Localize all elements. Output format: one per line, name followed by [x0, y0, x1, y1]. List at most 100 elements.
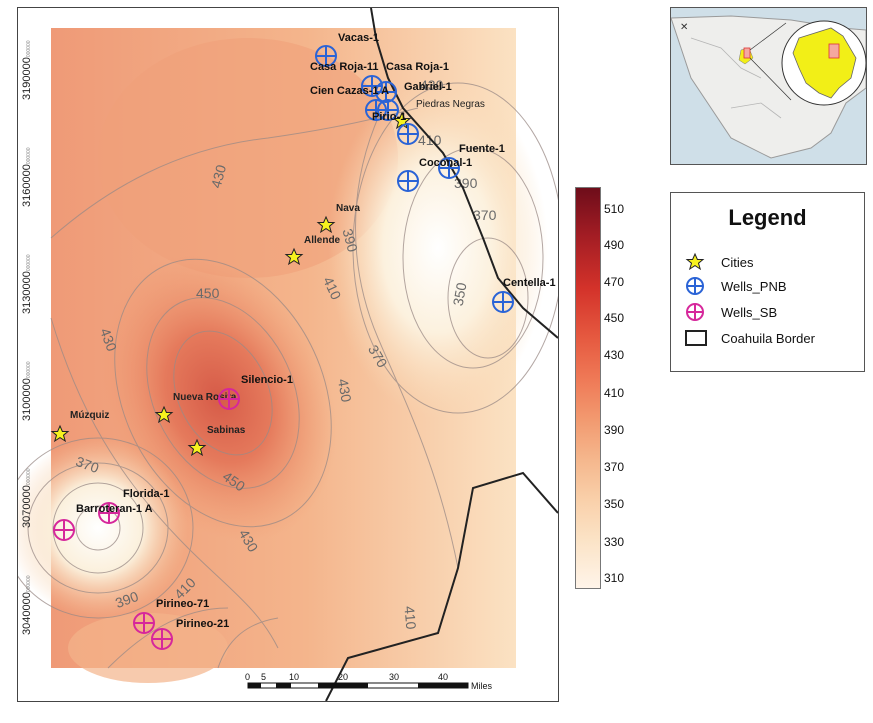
y-tick-label: 3040000000000 [21, 575, 33, 635]
colorbar-label: 330 [604, 535, 625, 549]
well-label: Pirineo-21 [176, 618, 229, 630]
scale-tick: 30 [389, 672, 399, 682]
colorbar-label: 470 [604, 275, 625, 289]
tick-suffix: 000000 [26, 147, 32, 164]
well-sb-marker: Florida-1 [98, 488, 169, 524]
legend-item-wells-sb: Wells_SB [685, 301, 777, 323]
coahuila-border [325, 471, 558, 701]
crosshair-circle-icon [686, 277, 704, 295]
legend-panel: Legend Cities Wells_PNB Wells_SB Coahuil… [670, 192, 865, 372]
tick-suffix: 000000 [26, 254, 32, 271]
city-label: Sabinas [207, 425, 246, 436]
contour-label: 450 [196, 285, 220, 301]
city-label: Nava [336, 203, 360, 214]
city-marker: Nava [316, 203, 360, 234]
city-label: Múzquiz [70, 410, 109, 421]
well-sb-marker: Pirineo-21 [151, 618, 229, 650]
y-tick-label: 3100000000000 [21, 361, 33, 421]
main-map: 430 430 450 430 410 390 370 350 370 410 … [17, 7, 559, 702]
legend-item-cities: Cities [685, 251, 754, 273]
well-pnb-marker: Vacas-1 [315, 32, 379, 67]
contour-label: 350 [450, 281, 470, 307]
contour-label: 430 [335, 378, 355, 404]
well-label: Cien Cazas-1 A [310, 85, 389, 97]
contour-label: 390 [113, 588, 141, 611]
contour-label: 430 [420, 77, 444, 93]
inset-locator-map: ✕ [670, 7, 867, 165]
well-pnb-marker: Cien Cazas-1 A [310, 85, 389, 121]
map-canvas: 430 430 450 430 410 390 370 350 370 410 … [18, 8, 558, 701]
colorbar-label: 430 [604, 348, 625, 362]
contour-label: 410 [418, 132, 442, 148]
legend-label: Coahuila Border [721, 330, 815, 346]
y-tick-label: 3130000000000 [21, 254, 33, 314]
well-pnb-marker: Coconal-1 [397, 157, 472, 192]
star-icon [685, 252, 705, 271]
scale-bar: 0 5 10 20 30 40 Miles [245, 672, 493, 691]
colorbar-label: 390 [604, 423, 625, 437]
scale-tick: 20 [338, 672, 348, 682]
cities-layer: Nava Allende Piedras Negras Nueva Rosita… [50, 99, 485, 457]
inset-callout-line [749, 57, 792, 101]
colorbar-label: 510 [604, 202, 625, 216]
well-label: Casa Roja-11 [310, 61, 378, 73]
legend-label: Wells_PNB [721, 278, 787, 294]
well-label: Casa Roja-1 [386, 61, 449, 73]
legend-label: Wells_SB [721, 304, 778, 320]
city-marker: Nueva Rosita [154, 392, 237, 424]
city-label: Allende [304, 235, 341, 246]
well-label: Gabriel-1 [404, 81, 452, 93]
well-sb-marker: Silencio-1 [218, 374, 293, 410]
legend-item-coahuila-border: Coahuila Border [685, 327, 815, 349]
well-pnb-marker: Centella-1 [492, 277, 556, 313]
colorbar-label: 310 [604, 571, 625, 585]
well-label: Vacas-1 [338, 32, 379, 44]
scale-tick: 40 [438, 672, 448, 682]
tick-suffix: 000000 [26, 468, 32, 485]
tick-suffix: 000000 [26, 361, 32, 378]
contour-label: 410 [401, 605, 419, 630]
well-label: Pirineo-71 [156, 598, 209, 610]
scale-tick: 10 [289, 672, 299, 682]
well-label: Barroteran-1 A [76, 503, 153, 515]
inset-zoom-coahuila [792, 27, 857, 99]
city-marker: Allende [284, 235, 341, 266]
y-tick-label: 3160000000000 [21, 147, 33, 207]
colorbar-label: 450 [604, 311, 625, 325]
legend-title: Legend [728, 205, 807, 230]
colorbar-label: 410 [604, 386, 625, 400]
inset-canvas: ✕ [671, 8, 866, 164]
inset-locator-box [743, 47, 751, 59]
colorbar-label: 370 [604, 460, 625, 474]
city-label: Nueva Rosita [173, 392, 237, 403]
well-sb-marker: Pirineo-71 [133, 598, 209, 634]
contour-label: 390 [454, 175, 478, 191]
well-pnb-marker: Pirio-1 [372, 111, 419, 145]
y-tick-label: 3190000000000 [21, 40, 33, 100]
contour-lines [18, 82, 558, 669]
tick-suffix: 000000 [26, 40, 32, 57]
scale-unit: Miles [471, 681, 493, 691]
inset-zoom-box [828, 43, 840, 59]
well-sb-marker: Barroteran-1 A [53, 503, 153, 541]
city-label: Piedras Negras [416, 99, 485, 110]
city-marker: Múzquiz [50, 410, 109, 443]
well-pnb-marker: Gabriel-1 [377, 81, 452, 121]
inset-north-arrow-icon: ✕ [680, 22, 688, 33]
coahuila-border [370, 8, 558, 339]
colorbar [575, 187, 601, 589]
contour-label: 430 [97, 326, 120, 354]
scale-tick: 5 [261, 672, 266, 682]
wells-sb-layer: Silencio-1 Florida-1 Barroteran-1 A Piri… [53, 374, 293, 650]
well-pnb-marker: Fuente-1 [438, 143, 505, 179]
legend-label: Cities [721, 254, 754, 270]
well-pnb-marker: Casa Roja-1 [375, 61, 449, 103]
border-swatch-icon [685, 330, 707, 346]
well-label: Silencio-1 [241, 374, 293, 386]
well-label: Pirio-1 [372, 111, 406, 123]
y-tick-label: 3070000000000 [21, 468, 33, 528]
contour-label: 370 [74, 453, 102, 476]
colorbar-label: 350 [604, 497, 625, 511]
crosshair-circle-icon [686, 303, 704, 321]
tick-suffix: 000000 [26, 575, 32, 592]
